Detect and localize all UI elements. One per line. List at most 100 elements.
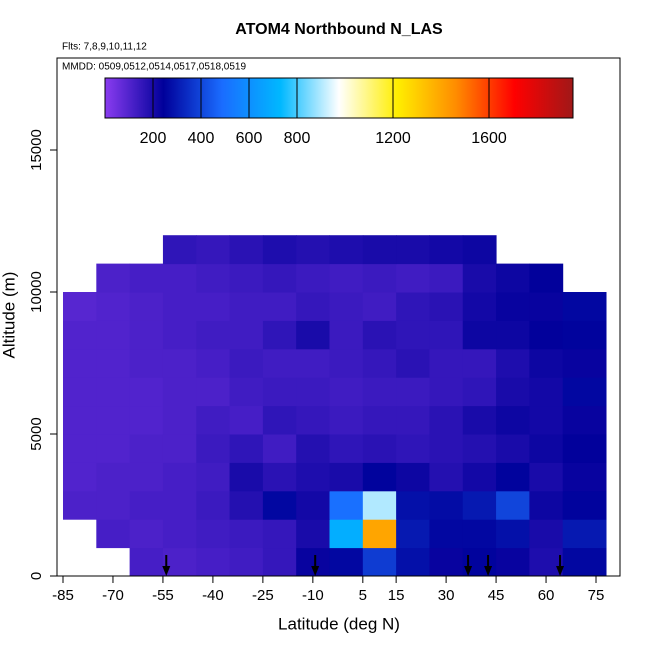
heatmap-cell [96,490,131,520]
heatmap-cell [162,348,197,378]
heatmap-cell [262,235,297,265]
heatmap-cell [96,320,131,350]
heatmap-cell [429,519,464,549]
heatmap-cell [496,462,530,492]
heatmap-cell [229,320,264,350]
heatmap-cell [529,547,564,577]
heatmap-cell [496,434,530,463]
heatmap-cell [429,263,464,293]
heatmap-cell [396,377,430,407]
heatmap-cell [162,377,197,407]
colorbar-tick-label: 1200 [375,130,411,147]
heatmap-cell [262,519,297,549]
heatmap-cell [196,405,231,435]
heatmap-cell [496,263,530,293]
heatmap-cell [462,263,497,293]
heatmap-cell [329,263,364,293]
heatmap-cell [562,490,607,520]
heatmap-cell [396,547,430,577]
heatmap-cell [196,348,231,378]
heatmap-cell [529,519,564,549]
heatmap-cell [562,320,607,350]
heatmap-cell [62,377,97,407]
arrow-head [464,566,473,576]
heatmap-cell [129,320,164,350]
heatmap-cell [329,490,364,520]
heatmap-cell [196,519,231,549]
heatmap-cell [296,490,331,520]
heatmap-cell [329,462,364,492]
heatmap-cell [96,348,131,378]
heatmap-cell [162,547,197,577]
heatmap-cell [296,519,331,549]
heatmap-cell [362,292,397,321]
plot-frame [56,57,621,577]
heatmap-cell [229,377,264,407]
heatmap-cell [396,292,430,321]
heatmap-cell [396,235,430,265]
heatmap-cell [462,405,497,435]
heatmap-cell [362,405,397,435]
heatmap-cell [562,434,607,463]
heatmap-cell [362,519,397,549]
x-tick-label: -70 [102,587,124,604]
arrow-head [162,566,171,576]
heatmap-cell [529,377,564,407]
heatmap-cell [62,434,97,463]
heatmap-cell [196,547,231,577]
heatmap-cell [296,348,331,378]
heatmap-cell [96,462,131,492]
heatmap-cell [329,320,364,350]
heatmap-cell [62,292,97,321]
heatmap-cell [396,348,430,378]
heatmap-cell [429,547,464,577]
heatmap-cell [562,405,607,435]
heatmap-cell [462,235,497,265]
heatmap-cell [162,490,197,520]
heatmap-cell [96,405,131,435]
heatmap-cell [196,434,231,463]
heatmap-cell [196,490,231,520]
heatmap-cell [329,547,364,577]
x-tick-label: 45 [488,587,505,604]
colorbar [104,77,574,119]
heatmap-cell [62,462,97,492]
heatmap-cell [562,519,607,549]
heatmap-cell [62,405,97,435]
heatmap-cell [562,348,607,378]
heatmap-cell [129,405,164,435]
heatmap-cell [129,292,164,321]
heatmap-cell [162,292,197,321]
heatmap-cell [229,462,264,492]
heatmap-cell [329,434,364,463]
heatmap-cell [329,292,364,321]
heatmap-cell [496,292,530,321]
heatmap-cell [296,547,331,577]
heatmap-cell [396,263,430,293]
heatmap-cell [96,377,131,407]
heatmap-cell [329,519,364,549]
heatmap-cell [396,320,430,350]
heatmap-cell [496,377,530,407]
heatmap-cell [129,263,164,293]
heatmap-cell [496,348,530,378]
colorbar-tick-label: 800 [284,130,311,147]
heatmap-cell [462,348,497,378]
heatmap-cell [196,462,231,492]
heatmap-cell [462,377,497,407]
x-tick-label: -55 [152,587,174,604]
heatmap-cell [162,263,197,293]
heatmap-cell [362,462,397,492]
heatmap-cell [262,348,297,378]
heatmap-cell [162,519,197,549]
heatmap-cell [429,405,464,435]
arrow-head [484,566,493,576]
heatmap-cell [262,434,297,463]
heatmap-cell [496,320,530,350]
heatmap-cell [62,490,97,520]
heatmap-cell [529,348,564,378]
heatmap-cell [196,377,231,407]
heatmap-cell [229,519,264,549]
x-tick-label: 30 [438,587,455,604]
